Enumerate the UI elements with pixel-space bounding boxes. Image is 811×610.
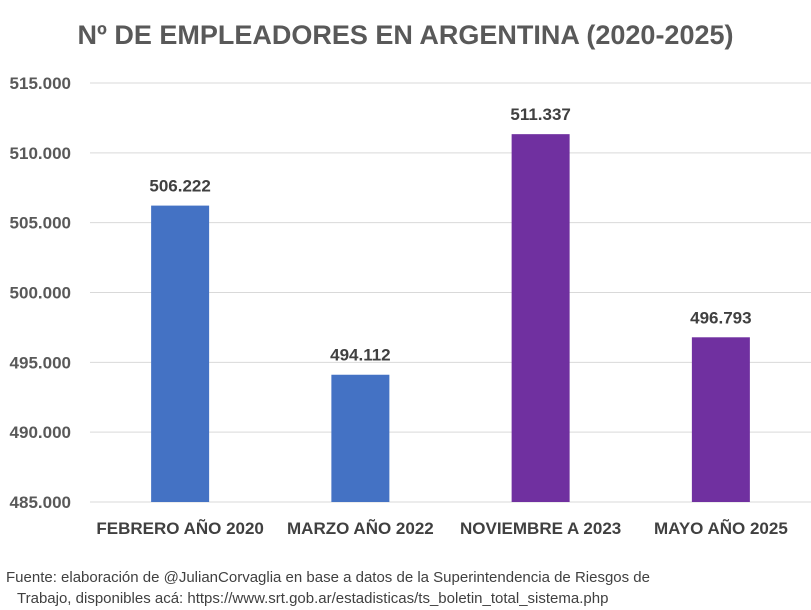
source-line-1: Fuente: elaboración de @JulianCorvaglia … — [6, 569, 650, 586]
source-note: Fuente: elaboración de @JulianCorvaglia … — [6, 567, 806, 609]
data-label: 494.112 — [330, 346, 391, 365]
gridlines — [90, 82, 811, 503]
y-tick-label: 495.000 — [10, 353, 71, 372]
bar — [151, 205, 210, 502]
y-tick-label: 500.000 — [10, 284, 71, 303]
chart-title: Nº DE EMPLEADORES EN ARGENTINA (2020-202… — [77, 20, 734, 50]
category-label: MAYO AÑO 2025 — [654, 518, 788, 538]
y-tick-label: 515.000 — [10, 74, 71, 93]
y-tick-label: 485.000 — [10, 493, 71, 512]
category-label: FEBRERO AÑO 2020 — [96, 518, 264, 538]
bar — [511, 134, 570, 502]
data-label: 511.337 — [510, 105, 571, 124]
category-label: NOVIEMBRE A 2023 — [460, 519, 621, 538]
source-line-2: Trabajo, disponibles acá: https://www.sr… — [17, 590, 609, 607]
y-tick-label: 505.000 — [10, 214, 71, 233]
y-tick-label: 510.000 — [10, 144, 71, 163]
bar — [691, 337, 750, 502]
data-labels: 506.222 494.112 511.337 496.793 — [149, 105, 751, 365]
bar — [331, 374, 390, 502]
y-axis-tick-labels: 485.000 490.000 495.000 500.000 505.000 510.0… — [10, 74, 71, 512]
x-axis-category-labels: FEBRERO AÑO 2020 MARZO AÑO 2022 NOVIEMBRE … — [96, 518, 787, 538]
category-label: MARZO AÑO 2022 — [287, 518, 434, 538]
y-tick-label: 490.000 — [10, 423, 71, 442]
data-label: 496.793 — [690, 308, 751, 327]
bars — [151, 134, 750, 502]
bar-chart: 485.000 490.000 495.000 500.000 505.000 510.0… — [10, 74, 811, 538]
data-label: 506.222 — [149, 177, 210, 196]
